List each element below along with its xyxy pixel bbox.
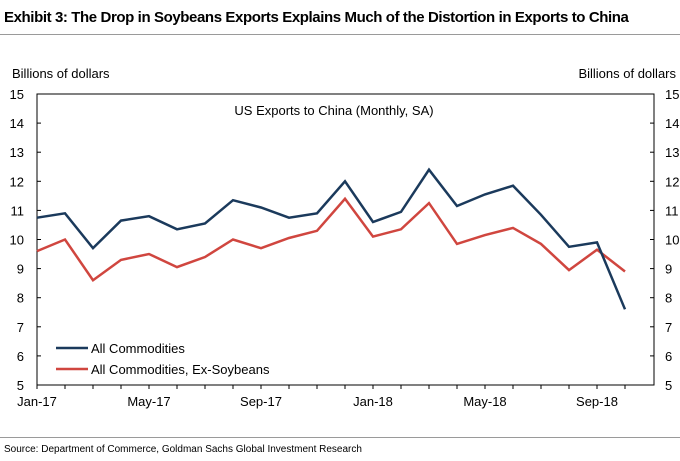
y-tick-label-left: 12 [10, 174, 24, 189]
source-divider [0, 437, 680, 438]
legend-label: All Commodities, Ex-Soybeans [91, 362, 270, 377]
chart-inner-title: US Exports to China (Monthly, SA) [234, 103, 433, 118]
y-tick-label-right: 7 [665, 320, 672, 335]
y-tick-label-right: 12 [665, 174, 679, 189]
y-tick-label-right: 13 [665, 145, 679, 160]
source-note: Source: Department of Commerce, Goldman … [4, 444, 362, 455]
series-line-all-commodities-ex-soybeans [36, 196, 626, 282]
y-tick-label-left: 10 [10, 233, 24, 248]
y-tick-label-left: 9 [17, 262, 24, 277]
y-axis-label-right: Billions of dollars [578, 66, 676, 81]
y-tick-label-right: 8 [665, 291, 672, 306]
series-line-all-commodities [36, 167, 627, 310]
x-tick-label: Sep-18 [576, 394, 618, 409]
y-tick-label-right: 11 [665, 203, 679, 218]
y-axis-label-left: Billions of dollars [12, 66, 110, 81]
title-divider [0, 34, 680, 35]
y-tick-label-right: 14 [665, 116, 679, 131]
y-tick-label-left: 13 [10, 145, 24, 160]
y-tick-label-right: 10 [665, 233, 679, 248]
y-tick-label-left: 6 [17, 349, 24, 364]
y-tick-label-left: 15 [10, 87, 24, 102]
y-tick-label-right: 9 [665, 262, 672, 277]
y-tick-label-right: 15 [665, 87, 679, 102]
y-tick-label-left: 7 [17, 320, 24, 335]
series-lines [36, 167, 627, 310]
legend-label: All Commodities [91, 341, 185, 356]
x-tick-label: Sep-17 [240, 394, 282, 409]
y-tick-label-right: 5 [665, 378, 672, 393]
y-tick-label-left: 8 [17, 291, 24, 306]
y-tick-label-right: 6 [665, 349, 672, 364]
x-axis: Jan-17 May-17 Sep-17 Jan-18 May-18 Sep-18 [17, 385, 626, 409]
exhibit-title: Exhibit 3: The Drop in Soybeans Exports … [4, 9, 629, 26]
y-tick-label-left: 11 [11, 203, 25, 218]
x-tick-label: Jan-17 [17, 394, 57, 409]
line-chart: Billions of dollars Billions of dollars … [10, 66, 680, 409]
y-tick-label-left: 5 [17, 378, 24, 393]
y-tick-label-left: 14 [10, 116, 24, 131]
y-axis-right: 5 6 7 8 9 10 11 12 13 14 15 [650, 87, 679, 393]
x-tick-label: May-18 [463, 394, 506, 409]
y-axis-left: 5 6 7 8 9 10 11 12 13 14 15 [10, 87, 41, 393]
x-tick-label: May-17 [127, 394, 170, 409]
x-tick-label: Jan-18 [353, 394, 393, 409]
legend: All Commodities All Commodities, Ex-Soybe… [56, 341, 270, 377]
